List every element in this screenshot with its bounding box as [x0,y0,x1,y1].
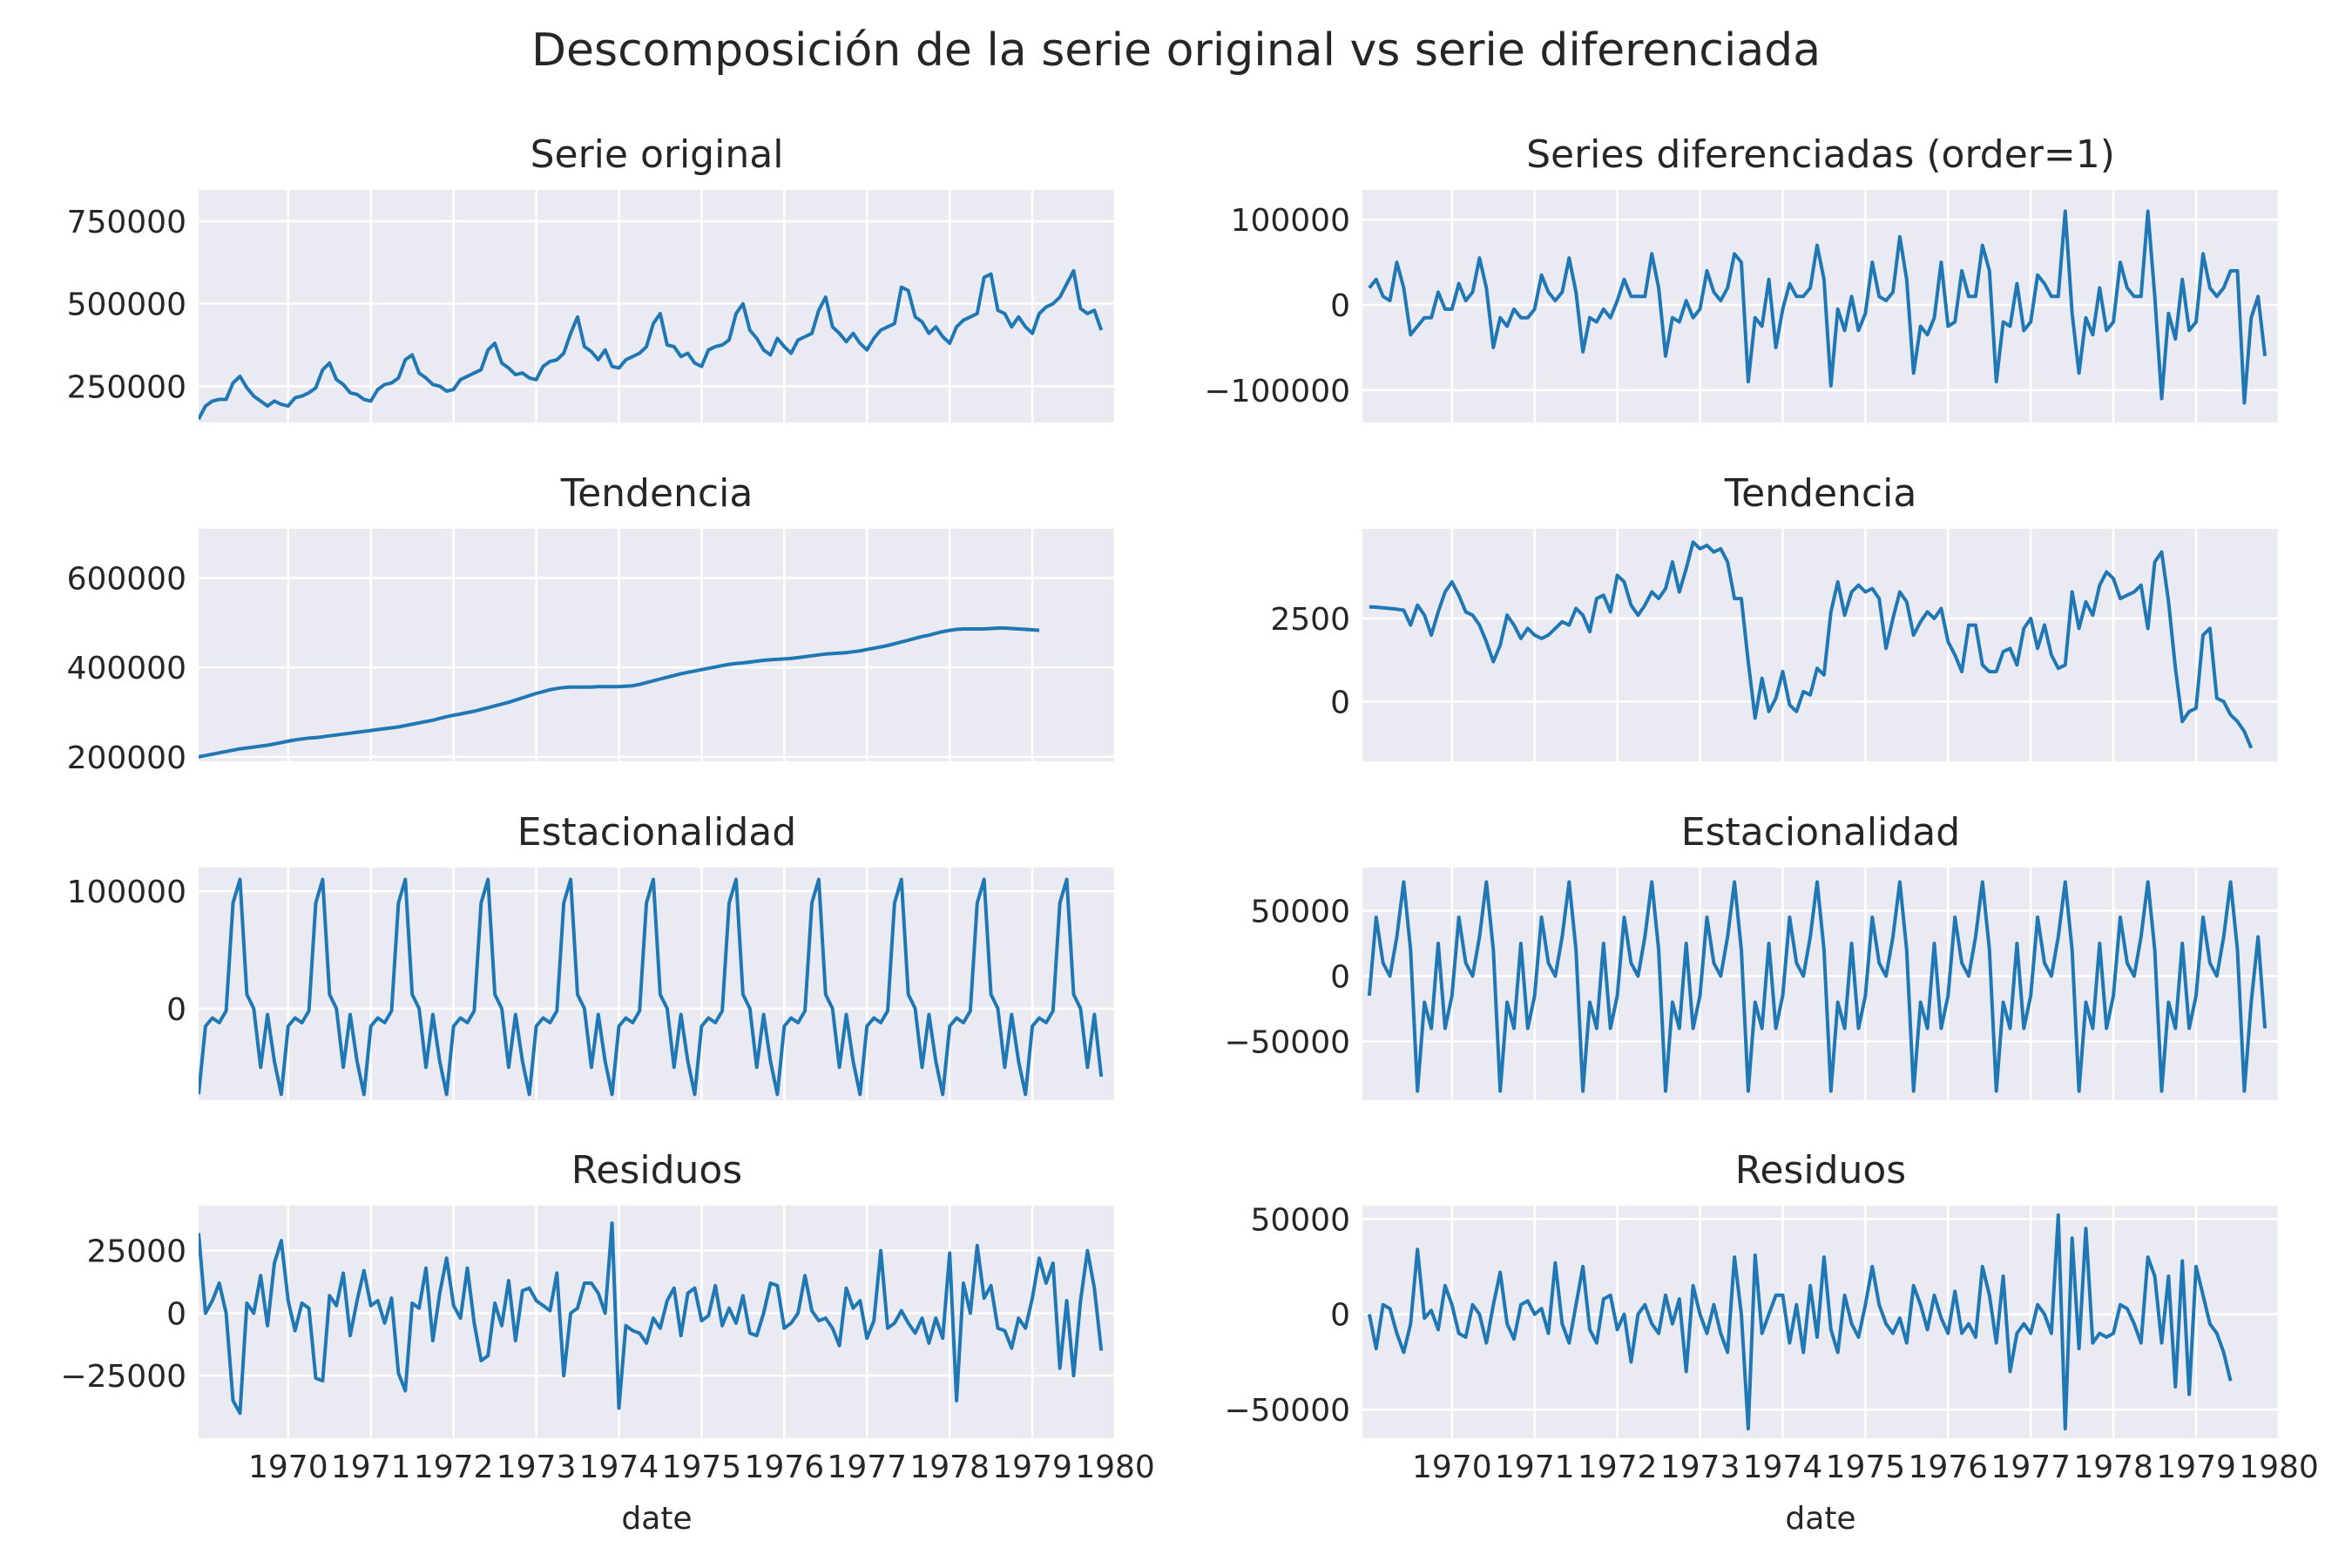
x-tick-label: 1975 [1826,1450,1906,1485]
y-tick-label: −50000 [1224,1025,1350,1061]
series-line [199,877,1104,1097]
x-tick-label: 1973 [1660,1450,1740,1485]
subplot-estacionalidad-diferenciada: −50000 0 50000 Estacionalidad [1224,810,2281,1100]
x-tick-label: 1979 [992,1450,1072,1485]
plot-area [1362,529,2279,761]
subplot-tendencia-diferenciada: 0 2500 Tendencia [1270,471,2281,761]
x-tick-label: 1974 [579,1450,659,1485]
subplot-title: Estacionalidad [517,810,796,855]
x-axis-label: date [1785,1501,1855,1537]
y-tick-label: 200000 [67,740,186,776]
subplot-estacionalidad-original: 0 100000 Estacionalidad [67,810,1117,1100]
subplot-title: Residuos [571,1148,742,1193]
y-tick-label: 600000 [67,561,186,597]
series-line [1367,880,2268,1093]
x-tick-label: 1975 [662,1450,742,1485]
subplot-title: Serie original [531,132,784,177]
x-tick-label: 1978 [2073,1450,2153,1485]
x-tick-label: 1979 [2156,1450,2236,1485]
series-line [1368,209,2268,405]
figure-title: Descomposición de la serie original vs s… [531,24,1821,77]
x-tick-label: 1972 [414,1450,494,1485]
y-tick-label: 0 [166,992,186,1028]
subplot-title: Estacionalidad [1681,810,1960,855]
x-axis-label: date [621,1501,692,1537]
y-tick-label: 0 [1330,685,1350,720]
x-tick-label: 1976 [745,1450,825,1485]
y-tick-label: −100000 [1204,374,1350,409]
subplot-residuos-original: −25000 0 25000 Residuos 1970 1971 1972 1973 1974… [60,1148,1155,1537]
subplot-title: Tendencia [1724,471,1917,516]
subplot-title: Residuos [1735,1148,1906,1193]
plot-area [199,868,1115,1100]
series-line [1367,1213,2233,1431]
subplot-title: Tendencia [560,471,754,516]
x-tick-label: 1970 [248,1450,328,1485]
series-line [1369,540,2254,749]
subplot-title: Series diferenciadas (order=1) [1526,132,2115,177]
subplot-series-diferenciadas: −100000 0 100000 Series diferenciadas (orde… [1204,132,2281,422]
y-tick-label: −50000 [1224,1393,1350,1429]
y-tick-label: 100000 [67,875,186,910]
series-line [199,268,1104,421]
y-tick-label: 0 [166,1296,186,1332]
x-tick-label: 1977 [1990,1450,2071,1485]
y-tick-label: 100000 [1231,203,1350,239]
y-tick-label: 500000 [67,287,186,323]
plot-area [1362,190,2279,422]
x-tick-label: 1973 [497,1450,577,1485]
x-tick-label: 1971 [1495,1450,1575,1485]
x-tick-label: 1978 [909,1450,990,1485]
y-tick-label: 0 [1330,1298,1350,1334]
y-tick-label: 50000 [1250,895,1350,930]
x-tick-label: 1972 [1578,1450,1658,1485]
y-tick-label: 0 [1330,960,1350,996]
plot-area [199,190,1115,422]
y-tick-label: 2500 [1270,602,1350,638]
x-tick-label: 1980 [2239,1450,2319,1485]
y-tick-label: 400000 [67,651,186,686]
y-tick-label: 0 [1330,288,1350,324]
subplot-tendencia-original: 200000 400000 600000 Tendencia [67,471,1117,776]
x-tick-label: 1974 [1743,1450,1823,1485]
y-tick-label: 50000 [1250,1202,1350,1238]
x-tick-label: 1970 [1412,1450,1492,1485]
plot-area [199,529,1115,761]
x-tick-label: 1980 [1075,1450,1155,1485]
y-tick-label: 250000 [67,369,186,405]
series-line [199,626,1040,759]
x-tick-label: 1977 [827,1450,907,1485]
x-tick-label: 1971 [331,1450,411,1485]
series-line [199,1221,1104,1416]
x-tick-label: 1976 [1909,1450,1989,1485]
subplot-residuos-diferenciada: −50000 0 50000 Residuos 1970 1971 1972 1973 1974… [1224,1148,2319,1537]
y-tick-label: 750000 [67,205,186,240]
plot-area [1362,1206,2279,1438]
y-tick-label: −25000 [60,1359,186,1395]
y-tick-label: 25000 [86,1234,186,1270]
subplot-serie-original: 250000 500000 750000 Serie original [67,132,1117,422]
